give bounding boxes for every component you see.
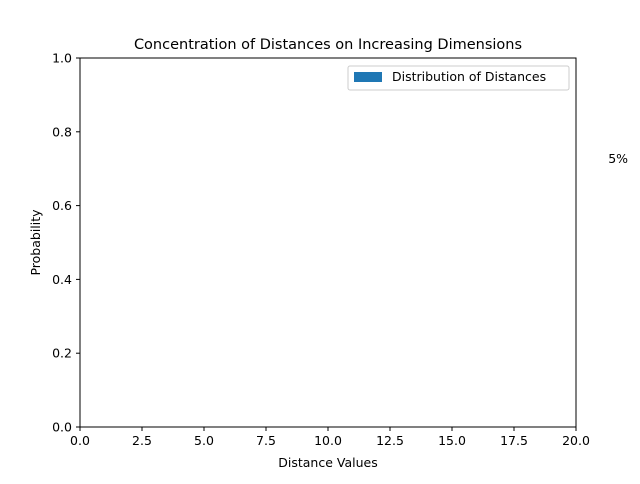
x-tick-label: 2.5 (132, 433, 152, 448)
y-tick-label: 0.8 (52, 124, 72, 139)
x-tick-label: 7.5 (256, 433, 276, 448)
x-tick-label: 5.0 (194, 433, 214, 448)
x-tick-label: 17.5 (500, 433, 528, 448)
legend-swatch (354, 72, 382, 82)
annotations-group: 5% (608, 151, 628, 166)
x-tick-label: 12.5 (376, 433, 404, 448)
chart-title: Concentration of Distances on Increasing… (134, 37, 522, 53)
x-tick-label: 0.0 (70, 433, 90, 448)
y-axis-label: Probability (28, 209, 43, 276)
y-tick-label: 0.6 (52, 198, 72, 213)
x-tick-label: 10.0 (314, 433, 342, 448)
legend-box (347, 65, 570, 91)
x-tick-label: 15.0 (438, 433, 466, 448)
y-axis-ticks: 0.0 0.2 0.4 0.6 0.8 1.0 (52, 51, 80, 435)
annotation-label: 5% (608, 151, 628, 166)
y-tick-label: 0.4 (52, 272, 72, 287)
axes-frame (79, 57, 577, 428)
y-tick-label: 0.0 (52, 420, 72, 435)
x-tick-label: 20.0 (562, 433, 590, 448)
x-axis-label: Distance Values (278, 455, 377, 470)
legend-label: Distribution of Distances (392, 69, 546, 84)
y-tick-label: 0.2 (52, 346, 72, 361)
y-tick-label: 1.0 (52, 51, 72, 66)
legend: Distribution of Distances (347, 65, 570, 91)
x-axis-ticks: 0.0 2.5 5.0 7.5 10.0 12.5 15.0 17.5 20.0 (70, 427, 590, 448)
